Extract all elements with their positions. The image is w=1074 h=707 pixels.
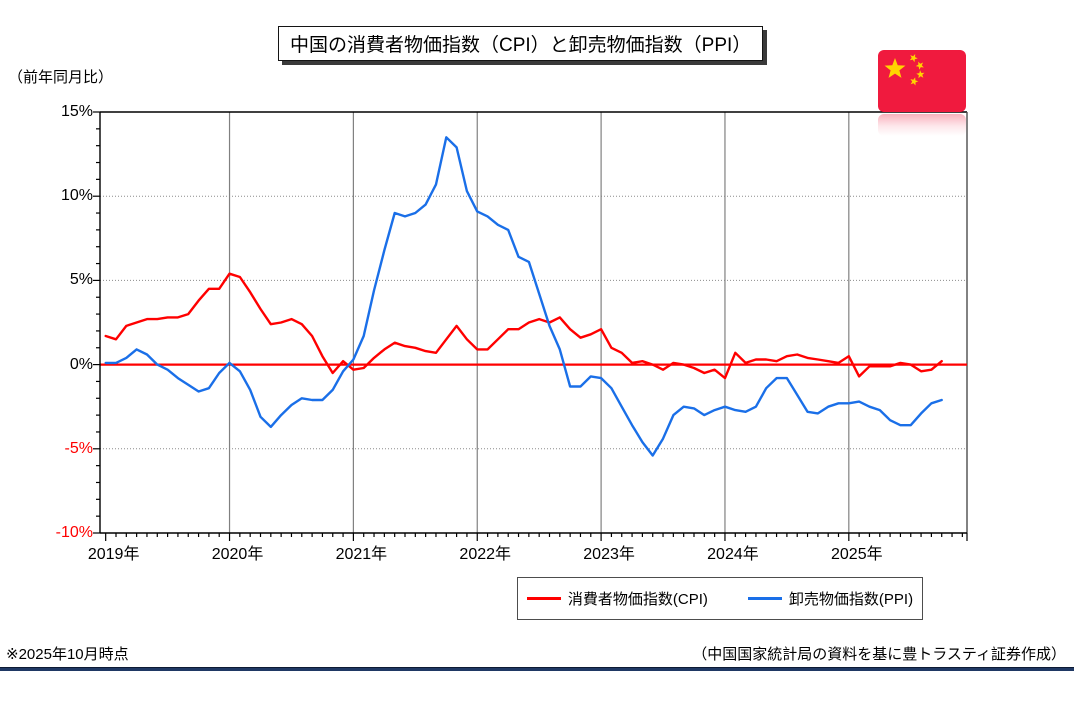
x-tick-label: 2019年 <box>87 546 140 563</box>
x-tick-label: 2022年 <box>459 546 512 563</box>
y-tick-label: 10% <box>60 187 93 205</box>
y-tick-label: 0% <box>69 355 93 373</box>
footer-divider-rule <box>0 667 1074 671</box>
y-tick-label: 5% <box>69 271 93 289</box>
flag-small-star <box>910 77 919 86</box>
china-flag <box>878 50 966 136</box>
y-axis-unit-label: （前年同月比） <box>8 69 114 86</box>
flag-reflection <box>878 114 966 136</box>
as-of-date-note: ※2025年10月時点 <box>6 646 129 663</box>
x-tick-label: 2024年 <box>707 546 759 563</box>
flag-small-star <box>916 70 925 79</box>
flag-small-star <box>915 61 924 70</box>
legend-item-cpi: 消費者物価指数(CPI) <box>526 588 708 609</box>
china-flag-image <box>878 50 966 112</box>
chart-title: 中国の消費者物価指数（CPI）と卸売物価指数（PPI） <box>278 26 764 61</box>
legend-item-ppi: 卸売物価指数(PPI) <box>747 588 914 609</box>
flag-small-star <box>909 54 918 63</box>
x-tick-label: 2020年 <box>211 546 264 563</box>
cpi-line-swatch <box>526 597 561 600</box>
flag-big-star <box>884 58 906 78</box>
y-tick-label: -5% <box>64 439 93 457</box>
ppi-line-swatch <box>747 597 782 600</box>
cpi-line <box>104 272 943 380</box>
legend-label-cpi: 消費者物価指数(CPI) <box>567 591 708 608</box>
chart-legend: 消費者物価指数(CPI) 卸売物価指数(PPI) <box>517 577 923 620</box>
x-tick-label: 2021年 <box>335 546 388 563</box>
legend-label-ppi: 卸売物価指数(PPI) <box>788 591 914 608</box>
source-attribution: （中国国家統計局の資料を基に豊トラスティ証券作成） <box>692 646 1066 663</box>
x-tick-label: 2023年 <box>583 546 635 563</box>
y-tick-label: 15% <box>60 103 93 120</box>
x-tick-label: 2025年 <box>831 546 883 563</box>
flag-field <box>878 50 966 112</box>
y-tick-label: -10% <box>55 524 93 541</box>
ppi-line <box>104 136 943 457</box>
